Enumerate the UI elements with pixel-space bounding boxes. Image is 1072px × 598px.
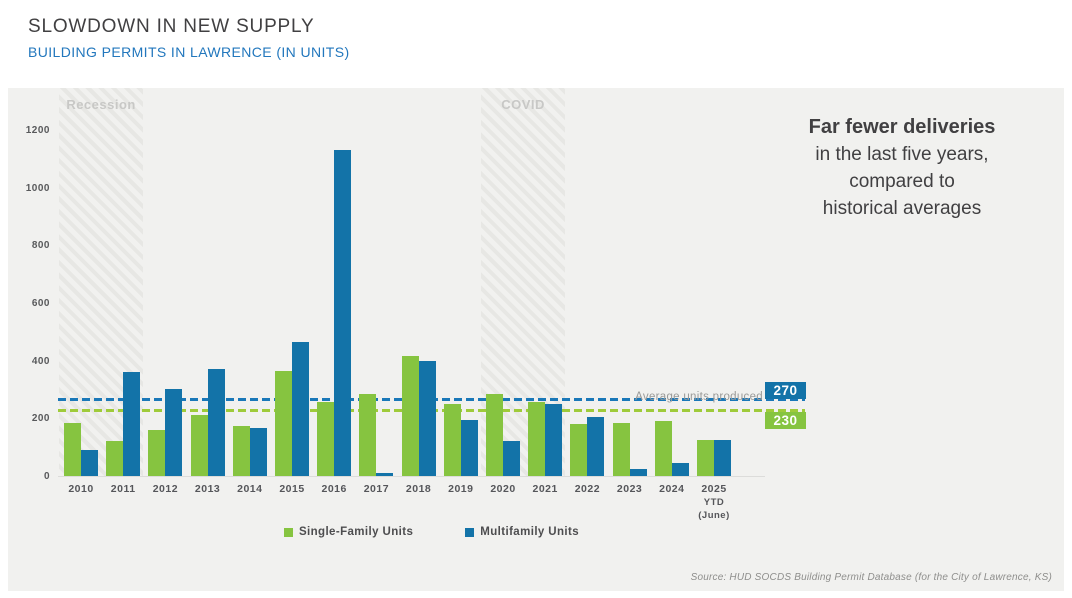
source-credit: Source: HUD SOCDS Building Permit Databa… bbox=[690, 572, 1052, 583]
legend-swatch-icon bbox=[283, 527, 293, 537]
bar-single-family-2019 bbox=[443, 403, 461, 476]
header: SLOWDOWN IN NEW SUPPLY BUILDING PERMITS … bbox=[28, 16, 350, 60]
bar-single-family-2022 bbox=[570, 424, 588, 476]
x-tick-label-2016: 2016 bbox=[321, 483, 347, 495]
bar-multifamily-2016 bbox=[334, 150, 352, 476]
annotation-line: compared to bbox=[849, 171, 955, 192]
bar-multifamily-2024 bbox=[671, 463, 689, 476]
bar-multifamily-2023 bbox=[629, 468, 647, 476]
band-label: Recession bbox=[66, 97, 136, 112]
x-tick-label-2017: 2017 bbox=[363, 483, 390, 495]
bar-multifamily-2019 bbox=[460, 419, 478, 476]
page-title: SLOWDOWN IN NEW SUPPLY bbox=[28, 16, 315, 37]
bar-multifamily-2020 bbox=[503, 441, 520, 476]
x-tick-label-2015: 2015 bbox=[279, 483, 305, 495]
x-tick-label-2011: 2011 bbox=[110, 483, 136, 495]
bar-single-family-2021 bbox=[528, 402, 546, 476]
bar-single-family-2012 bbox=[148, 429, 166, 476]
x-tick-label-2013: 2013 bbox=[194, 483, 221, 495]
bar-multifamily-2022 bbox=[587, 416, 605, 476]
x-tick-sublabel: YTD bbox=[703, 497, 725, 508]
chart-legend: Single-Family Units Multifamily Units bbox=[58, 526, 765, 538]
bar-multifamily-2013 bbox=[207, 369, 225, 476]
bar-multifamily-2021 bbox=[545, 403, 563, 476]
bar-multifamily-2011 bbox=[123, 372, 141, 476]
annotation-headline: Far fewer deliveries bbox=[808, 116, 996, 138]
average-units-caption: Average units produced bbox=[635, 391, 763, 403]
x-tick-label-2020: 2020 bbox=[490, 483, 516, 495]
bar-multifamily-2010 bbox=[81, 450, 98, 476]
y-tick-label: 0 bbox=[43, 471, 50, 482]
bar-single-family-2010 bbox=[64, 422, 81, 476]
bar-multifamily-2025 bbox=[714, 439, 731, 476]
y-tick-label: 1200 bbox=[25, 124, 50, 136]
y-tick-label: 200 bbox=[31, 413, 50, 425]
bar-multifamily-2015 bbox=[292, 341, 309, 476]
x-tick-sublabel: (June) bbox=[698, 510, 730, 521]
bar-single-family-2014 bbox=[232, 425, 250, 476]
bar-multifamily-2017 bbox=[376, 473, 394, 476]
annotation-line: in the last five years, bbox=[815, 144, 989, 165]
x-tick-label-2010: 2010 bbox=[68, 483, 94, 495]
plot-area: Average units produced Recession COVID bbox=[58, 88, 805, 477]
bar-single-family-2015 bbox=[275, 370, 292, 476]
legend-label: Multifamily Units bbox=[480, 526, 580, 538]
single-family-average-value-box: 230 bbox=[765, 412, 806, 429]
bar-single-family-2024 bbox=[654, 421, 672, 476]
bar-single-family-2016 bbox=[317, 402, 335, 476]
bar-single-family-2011 bbox=[106, 441, 124, 476]
bar-multifamily-2018 bbox=[418, 360, 436, 476]
chart-panel: Average units produced Recession COVID 27… bbox=[8, 88, 1064, 591]
y-tick-label: 400 bbox=[31, 355, 50, 367]
x-tick-label-2019: 2019 bbox=[448, 483, 474, 495]
x-tick-label-2022: 2022 bbox=[574, 483, 601, 495]
y-tick-label: 600 bbox=[31, 297, 50, 309]
band-label: COVID bbox=[501, 97, 545, 112]
bar-multifamily-2012 bbox=[165, 389, 183, 476]
x-tick-label-2012: 2012 bbox=[152, 483, 179, 495]
x-tick-label-2021: 2021 bbox=[532, 483, 558, 495]
bar-single-family-2023 bbox=[612, 422, 630, 476]
bar-single-family-2017 bbox=[359, 393, 377, 476]
bar-single-family-2025 bbox=[697, 439, 714, 476]
multifamily-average-value-box: 270 bbox=[765, 382, 806, 399]
y-tick-label: 1000 bbox=[25, 182, 50, 194]
x-tick-label-2024: 2024 bbox=[659, 483, 685, 495]
y-tick-label: 800 bbox=[31, 240, 50, 252]
legend-item-multifamily: Multifamily Units bbox=[465, 526, 579, 538]
x-tick-label-2023: 2023 bbox=[616, 483, 643, 495]
legend-item-single-family: Single-Family Units bbox=[283, 526, 414, 538]
bar-single-family-2018 bbox=[401, 356, 419, 476]
annotation-line: historical averages bbox=[822, 198, 982, 219]
x-tick-label-2014: 2014 bbox=[237, 483, 263, 495]
annotation-block: Far fewer deliveries in the last five ye… bbox=[768, 114, 1036, 222]
bar-single-family-2013 bbox=[190, 415, 208, 476]
legend-swatch-icon bbox=[465, 527, 475, 537]
legend-label: Single-Family Units bbox=[298, 526, 414, 538]
x-tick-label-2018: 2018 bbox=[405, 483, 432, 495]
bar-multifamily-2014 bbox=[249, 428, 267, 476]
page-subtitle: BUILDING PERMITS IN LAWRENCE (IN UNITS) bbox=[28, 44, 350, 60]
x-tick-label-2025: 2025 YTD (June) bbox=[682, 483, 746, 522]
bar-single-family-2020 bbox=[486, 393, 503, 476]
